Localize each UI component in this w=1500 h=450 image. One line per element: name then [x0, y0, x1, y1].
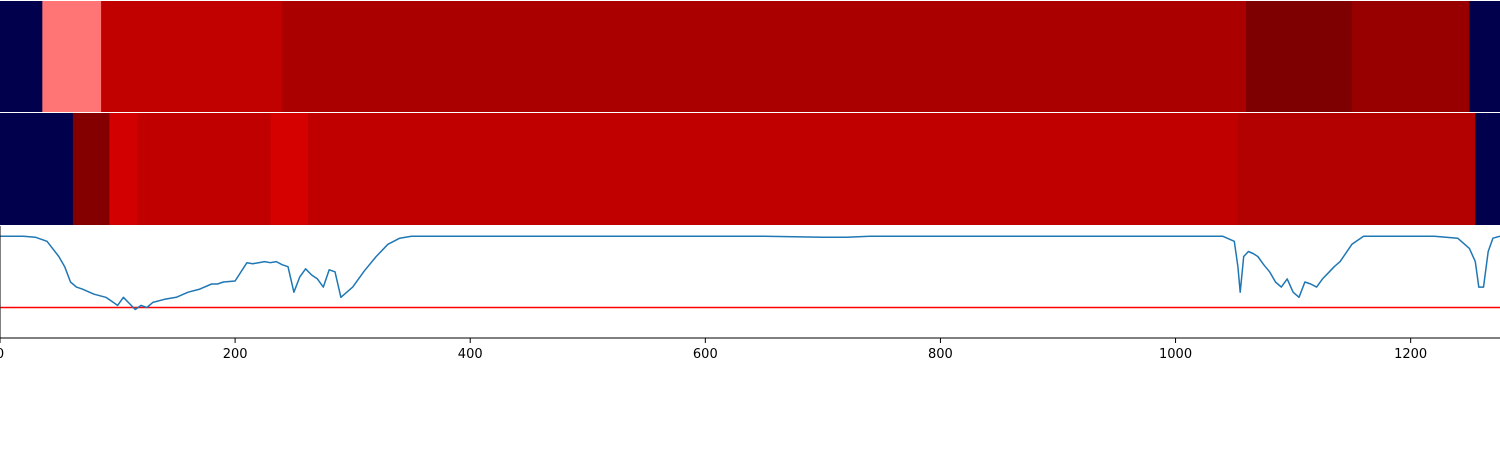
line-plot-background: [0, 226, 1500, 338]
x-tick-label: 1200: [1394, 347, 1427, 362]
x-tick-label: 1000: [1159, 347, 1192, 362]
heatmap-middle-segment-3: [137, 113, 147, 225]
heatmap-top-segment-6: [1469, 1, 1500, 112]
heatmap-middle-segment-0: [0, 113, 74, 225]
x-tick-label: 400: [458, 347, 483, 362]
heatmap-top-segment-5: [1351, 1, 1470, 112]
line-plot-panel: [0, 226, 1500, 339]
heatmap-middle-segment-5: [270, 113, 309, 225]
x-axis-ticks: 0 200 400 600 800 1000 1200: [0, 338, 1427, 362]
heatmap-middle-segment-2: [109, 113, 139, 225]
heatmap-middle-segment-8: [1475, 113, 1500, 225]
heatmap-top-segment-1: [42, 1, 102, 112]
heatmap-middle-segment-4: [145, 113, 271, 225]
x-tick-label: 200: [223, 347, 248, 362]
x-tick-label: 0: [0, 347, 4, 362]
heatmap-panel-middle: [0, 113, 1500, 225]
x-tick-label: 600: [693, 347, 718, 362]
heatmap-middle-segment-6: [307, 113, 1239, 225]
data-line-0: [0, 235, 1500, 311]
heatmap-middle-segment-7: [1237, 113, 1476, 225]
heatmap-panel-top: [0, 1, 1500, 112]
heatmap-top-segment-0: [0, 1, 43, 112]
heatmap-middle-segment-1: [72, 113, 110, 225]
x-tick-label: 800: [928, 347, 953, 362]
heatmap-top-segment-4: [1246, 1, 1353, 112]
series-layer: [0, 235, 1500, 311]
heatmap-top-segment-2: [101, 1, 283, 112]
heatmap-top-segment-3: [282, 1, 1247, 112]
